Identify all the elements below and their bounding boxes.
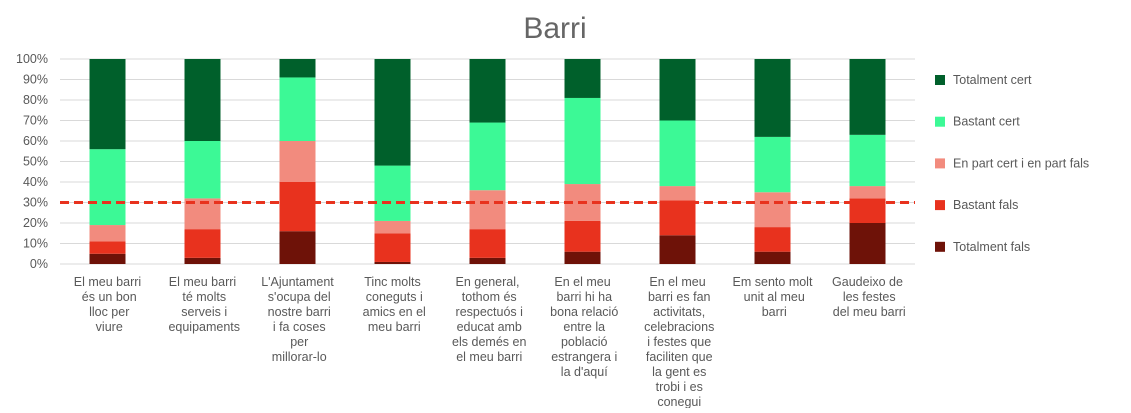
- bar-segment: [184, 59, 221, 141]
- chart-title: Barri: [523, 12, 586, 45]
- y-tick-label: 50%: [23, 155, 48, 169]
- x-tick-label: Gaudeixo de les festes del meu barri: [829, 275, 905, 319]
- bar-segment: [469, 229, 506, 258]
- y-tick-label: 100%: [16, 52, 48, 66]
- y-tick-label: 0%: [30, 257, 48, 271]
- x-tick-label: El meu barri és un bon lloc per viure: [74, 275, 141, 334]
- legend-swatch: [935, 158, 945, 169]
- bar-segment: [659, 235, 696, 264]
- y-tick-label: 20%: [23, 216, 48, 230]
- y-tick-label: 10%: [23, 237, 48, 251]
- bar-segment: [279, 231, 316, 264]
- x-tick-label: Em sento molt unit al meu barri: [733, 275, 813, 319]
- bar-segment: [754, 192, 791, 228]
- bar-segment: [469, 59, 506, 123]
- bar-segment: [469, 257, 506, 264]
- bar-segment: [469, 190, 506, 230]
- bar-segment: [564, 220, 601, 252]
- bar-segment: [89, 241, 126, 254]
- x-tick-label: Tinc molts coneguts i amics en el meu ba…: [359, 275, 426, 334]
- bar-segment: [279, 59, 316, 78]
- bar-segment: [374, 59, 411, 166]
- bar-segment: [659, 120, 696, 187]
- bar-segment: [754, 227, 791, 252]
- bar-segment: [754, 59, 791, 137]
- y-tick-label: 40%: [23, 175, 48, 189]
- legend-label: Totalment fals: [953, 240, 1030, 254]
- bar-segment: [374, 165, 411, 221]
- legend-label: Bastant fals: [953, 198, 1018, 212]
- bar-segment: [374, 220, 411, 234]
- y-tick-label: 60%: [23, 134, 48, 148]
- legend-label: Bastant cert: [953, 115, 1020, 129]
- bar-segment: [374, 233, 411, 262]
- bar-segment: [469, 122, 506, 191]
- bar-segment: [849, 59, 886, 135]
- y-tick-label: 70%: [23, 114, 48, 128]
- bar-segment: [184, 141, 221, 199]
- legend-swatch: [935, 200, 945, 211]
- x-tick-label: El meu barri té molts serveis i equipame…: [165, 275, 240, 334]
- bar-segment: [374, 261, 411, 264]
- x-tick-label: En general, tothom és respectuós i educa…: [449, 275, 527, 364]
- bar-segment: [279, 77, 316, 141]
- bar-segment: [849, 223, 886, 264]
- legend-swatch: [935, 241, 945, 252]
- bar-segment: [89, 253, 126, 264]
- bar-segment: [89, 225, 126, 242]
- x-tick-label: L'Ajuntament s'ocupa del nostre barri i …: [261, 275, 334, 364]
- bar-segment: [564, 59, 601, 98]
- legend-label: En part cert i en part fals: [953, 156, 1089, 170]
- bar-segment: [754, 251, 791, 264]
- y-tick-label: 90%: [23, 73, 48, 87]
- bar-segment: [564, 97, 601, 185]
- bar-segment: [279, 141, 316, 182]
- bar-segment: [754, 136, 791, 193]
- legend-label: Totalment cert: [953, 73, 1032, 87]
- y-tick-label: 80%: [23, 93, 48, 107]
- bar-segment: [849, 134, 886, 187]
- bar-segment: [89, 59, 126, 150]
- legend-swatch: [935, 75, 945, 85]
- x-tick-label: En el meu barri hi ha bona relació entre…: [547, 275, 619, 379]
- bar-segment: [659, 200, 696, 236]
- bar-segment: [184, 257, 221, 264]
- bar-segment: [659, 186, 696, 201]
- x-tick-label: En el meu barri es fan activitats, celeb…: [641, 275, 715, 408]
- bar-segment: [659, 59, 696, 121]
- bar-segment: [279, 182, 316, 232]
- legend-swatch: [935, 116, 945, 127]
- y-tick-label: 30%: [23, 196, 48, 210]
- bar-segment: [184, 229, 221, 258]
- bar-segment: [849, 186, 886, 199]
- bar-segment: [89, 149, 126, 226]
- bar-segment: [564, 251, 601, 264]
